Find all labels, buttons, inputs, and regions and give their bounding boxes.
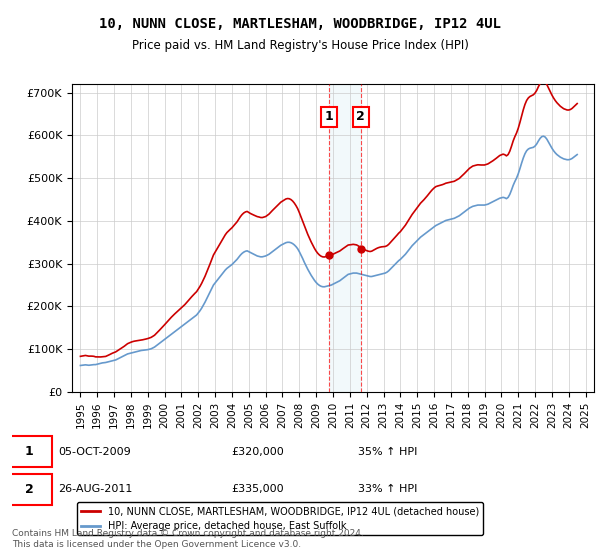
Text: £335,000: £335,000 (231, 484, 284, 494)
Text: Price paid vs. HM Land Registry's House Price Index (HPI): Price paid vs. HM Land Registry's House … (131, 39, 469, 52)
Text: 10, NUNN CLOSE, MARTLESHAM, WOODBRIDGE, IP12 4UL: 10, NUNN CLOSE, MARTLESHAM, WOODBRIDGE, … (99, 17, 501, 31)
Text: £320,000: £320,000 (231, 446, 284, 456)
Text: 26-AUG-2011: 26-AUG-2011 (58, 484, 133, 494)
Text: Contains HM Land Registry data © Crown copyright and database right 2024.
This d: Contains HM Land Registry data © Crown c… (12, 529, 364, 549)
Text: 2: 2 (25, 483, 34, 496)
Bar (329, 84, 361, 392)
FancyBboxPatch shape (6, 436, 52, 467)
Text: 05-OCT-2009: 05-OCT-2009 (58, 446, 131, 456)
Text: 35% ↑ HPI: 35% ↑ HPI (358, 446, 417, 456)
Text: 33% ↑ HPI: 33% ↑ HPI (358, 484, 417, 494)
Legend: 10, NUNN CLOSE, MARTLESHAM, WOODBRIDGE, IP12 4UL (detached house), HPI: Average : 10, NUNN CLOSE, MARTLESHAM, WOODBRIDGE, … (77, 502, 483, 535)
FancyBboxPatch shape (6, 474, 52, 505)
Text: 2: 2 (356, 110, 365, 123)
Text: 1: 1 (25, 445, 34, 458)
Text: 1: 1 (325, 110, 333, 123)
